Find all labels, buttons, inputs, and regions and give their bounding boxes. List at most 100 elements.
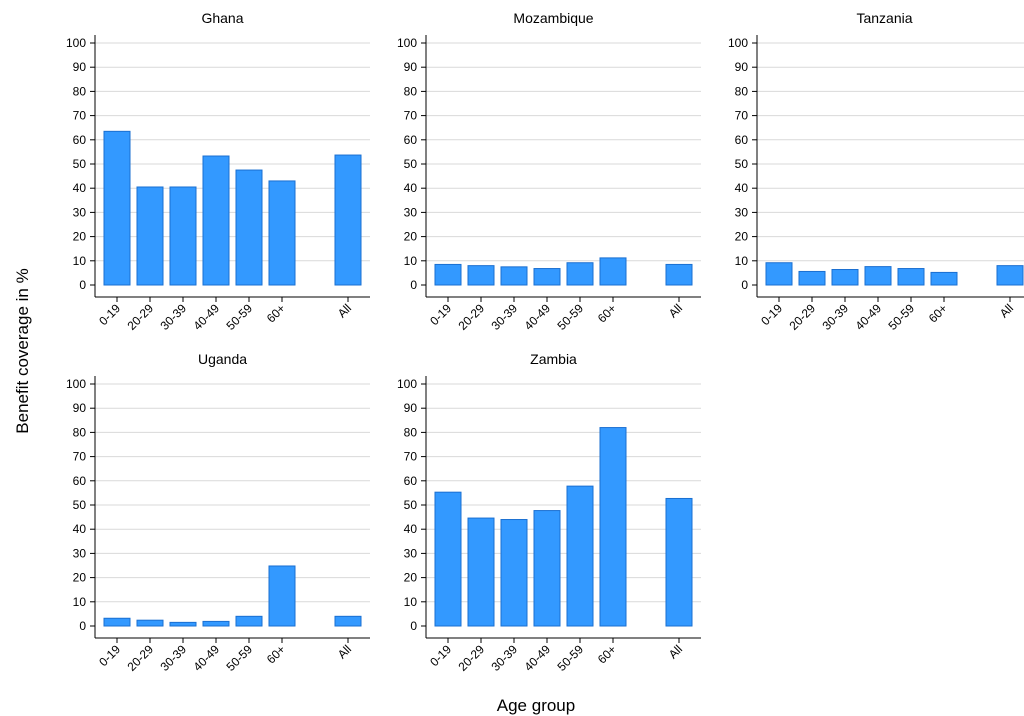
bar-60plus <box>268 565 296 627</box>
y-tick-label: 30 <box>404 546 418 560</box>
y-tick-label: 10 <box>404 595 418 609</box>
y-tick-label: 20 <box>404 230 418 244</box>
y-tick-label: 0 <box>410 619 417 633</box>
y-tick-label: 70 <box>735 109 749 123</box>
x-tick-label: 0-19 <box>427 301 454 328</box>
y-tick-label: 100 <box>66 36 86 50</box>
x-tick-label: 30-39 <box>820 301 852 333</box>
y-tick-label: 80 <box>73 425 87 439</box>
bar-50-59 <box>235 169 263 286</box>
y-tick-label: 50 <box>404 157 418 171</box>
x-tick-label: 50-59 <box>555 301 587 333</box>
x-tick-label: 50-59 <box>224 642 256 674</box>
panel-title: Mozambique <box>513 10 593 26</box>
y-tick-label: 60 <box>404 474 418 488</box>
x-tick-label: 60+ <box>595 642 619 666</box>
bar-30-39 <box>500 519 528 627</box>
y-tick-label: 0 <box>79 278 86 292</box>
x-tick-label: 30-39 <box>158 301 190 333</box>
bar-20-29 <box>467 265 495 286</box>
y-tick-label: 60 <box>735 133 749 147</box>
y-tick-label: 100 <box>397 36 417 50</box>
y-tick-label: 20 <box>735 230 749 244</box>
y-tick-label: 80 <box>73 84 87 98</box>
y-tick-label: 10 <box>735 254 749 268</box>
y-tick-label: 0 <box>79 619 86 633</box>
panel-title: Ghana <box>201 10 243 26</box>
bar-0-19 <box>434 263 462 286</box>
bar-all <box>334 615 362 627</box>
y-tick-label: 70 <box>73 109 87 123</box>
y-tick-label: 60 <box>73 133 87 147</box>
y-tick-label: 50 <box>73 498 87 512</box>
y-tick-label: 10 <box>73 595 87 609</box>
y-tick-label: 30 <box>73 546 87 560</box>
y-tick-label: 90 <box>73 401 87 415</box>
bar-20-29 <box>798 270 826 286</box>
y-tick-label: 20 <box>73 571 87 585</box>
y-tick-label: 90 <box>404 60 418 74</box>
x-tick-label: 30-39 <box>158 642 190 674</box>
bar-60plus <box>268 180 296 286</box>
x-tick-label: 50-59 <box>886 301 918 333</box>
bar-30-39 <box>169 186 197 286</box>
y-tick-label: 60 <box>404 133 418 147</box>
x-tick-label: 30-39 <box>489 642 521 674</box>
bar-40-49 <box>533 268 561 286</box>
x-tick-label: 60+ <box>264 301 288 325</box>
y-tick-label: 40 <box>73 181 87 195</box>
y-tick-label: 30 <box>735 205 749 219</box>
y-tick-label: 40 <box>404 181 418 195</box>
panel-tanzania: Tanzania 0 10 20 30 40 50 60 70 80 90 100 0-19 20-29 3… <box>728 10 1024 333</box>
bar-0-19 <box>103 130 131 286</box>
y-tick-label: 90 <box>404 401 418 415</box>
x-tick-label: 40-49 <box>853 301 885 333</box>
x-tick-label: All <box>335 301 354 320</box>
y-tick-label: 50 <box>73 157 87 171</box>
bar-20-29 <box>136 619 164 627</box>
y-tick-label: 90 <box>73 60 87 74</box>
bar-40-49 <box>202 620 230 627</box>
x-tick-label: 60+ <box>926 301 950 325</box>
y-tick-label: 50 <box>735 157 749 171</box>
x-tick-label: 60+ <box>595 301 619 325</box>
x-tick-label: 0-19 <box>96 642 123 669</box>
y-tick-label: 40 <box>404 522 418 536</box>
x-tick-label: All <box>335 642 354 661</box>
x-tick-label: 20-29 <box>456 301 488 333</box>
bar-60plus <box>599 427 627 627</box>
y-tick-label: 20 <box>404 571 418 585</box>
x-tick-label: All <box>666 642 685 661</box>
panel-title: Tanzania <box>856 10 912 26</box>
x-tick-label: 20-29 <box>787 301 819 333</box>
y-tick-label: 80 <box>735 84 749 98</box>
x-tick-label: 50-59 <box>224 301 256 333</box>
bar-30-39 <box>169 621 197 627</box>
bar-50-59 <box>566 485 594 627</box>
x-tick-label: 20-29 <box>125 642 157 674</box>
x-tick-label: 60+ <box>264 642 288 666</box>
x-tick-label: 40-49 <box>191 642 223 674</box>
bar-0-19 <box>765 262 793 286</box>
bar-60plus <box>930 271 958 286</box>
panel-ghana: Ghana 0 10 20 30 40 50 60 70 80 90 100 0-19 20-29 30-3… <box>66 10 370 333</box>
panel-mozambique: Mozambique 0 10 20 30 40 50 60 70 80 90 100 0-19 20-2… <box>397 10 701 333</box>
panel-title: Uganda <box>198 351 247 367</box>
y-tick-label: 10 <box>404 254 418 268</box>
bar-0-19 <box>103 617 131 627</box>
x-tick-label: 0-19 <box>96 301 123 328</box>
bar-30-39 <box>831 269 859 286</box>
y-tick-label: 30 <box>404 205 418 219</box>
x-tick-label: 20-29 <box>456 642 488 674</box>
y-tick-label: 70 <box>404 109 418 123</box>
x-axis-title: Age group <box>497 696 575 715</box>
y-tick-label: 70 <box>404 450 418 464</box>
x-tick-label: 50-59 <box>555 642 587 674</box>
x-tick-label: 0-19 <box>427 642 454 669</box>
x-tick-label: 40-49 <box>522 642 554 674</box>
x-tick-label: 40-49 <box>191 301 223 333</box>
bar-all <box>996 265 1024 286</box>
y-tick-label: 70 <box>73 450 87 464</box>
y-tick-label: 50 <box>404 498 418 512</box>
